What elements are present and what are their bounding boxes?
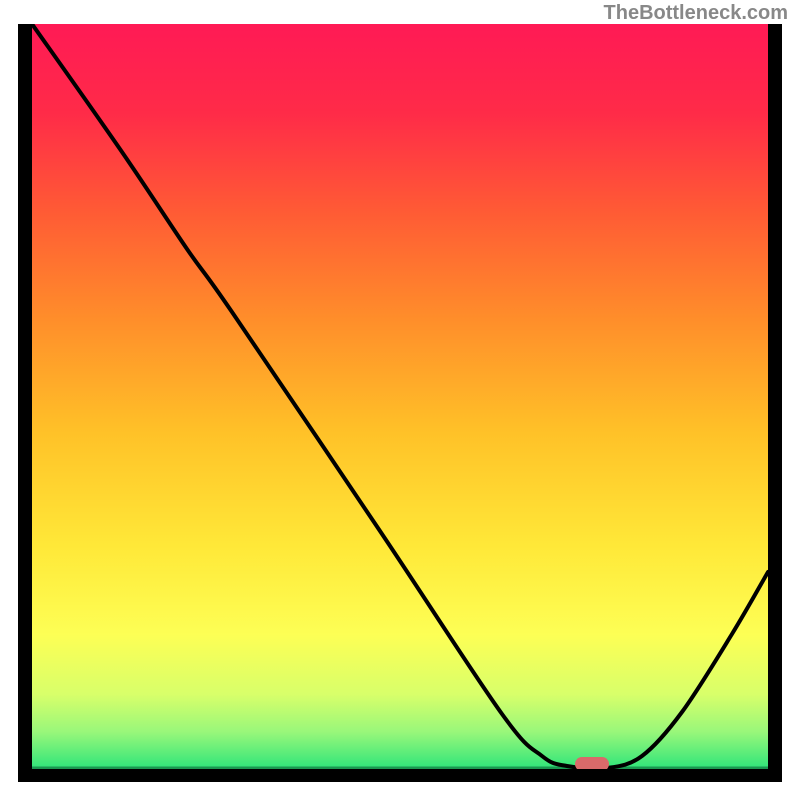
chart-svg (32, 24, 768, 769)
optimal-marker (575, 757, 609, 769)
plot-area (32, 24, 768, 769)
chart-background (18, 24, 782, 782)
watermark-text: TheBottleneck.com (604, 2, 788, 25)
gradient-background (32, 24, 768, 769)
chart-container: TheBottleneck.com (0, 0, 800, 800)
